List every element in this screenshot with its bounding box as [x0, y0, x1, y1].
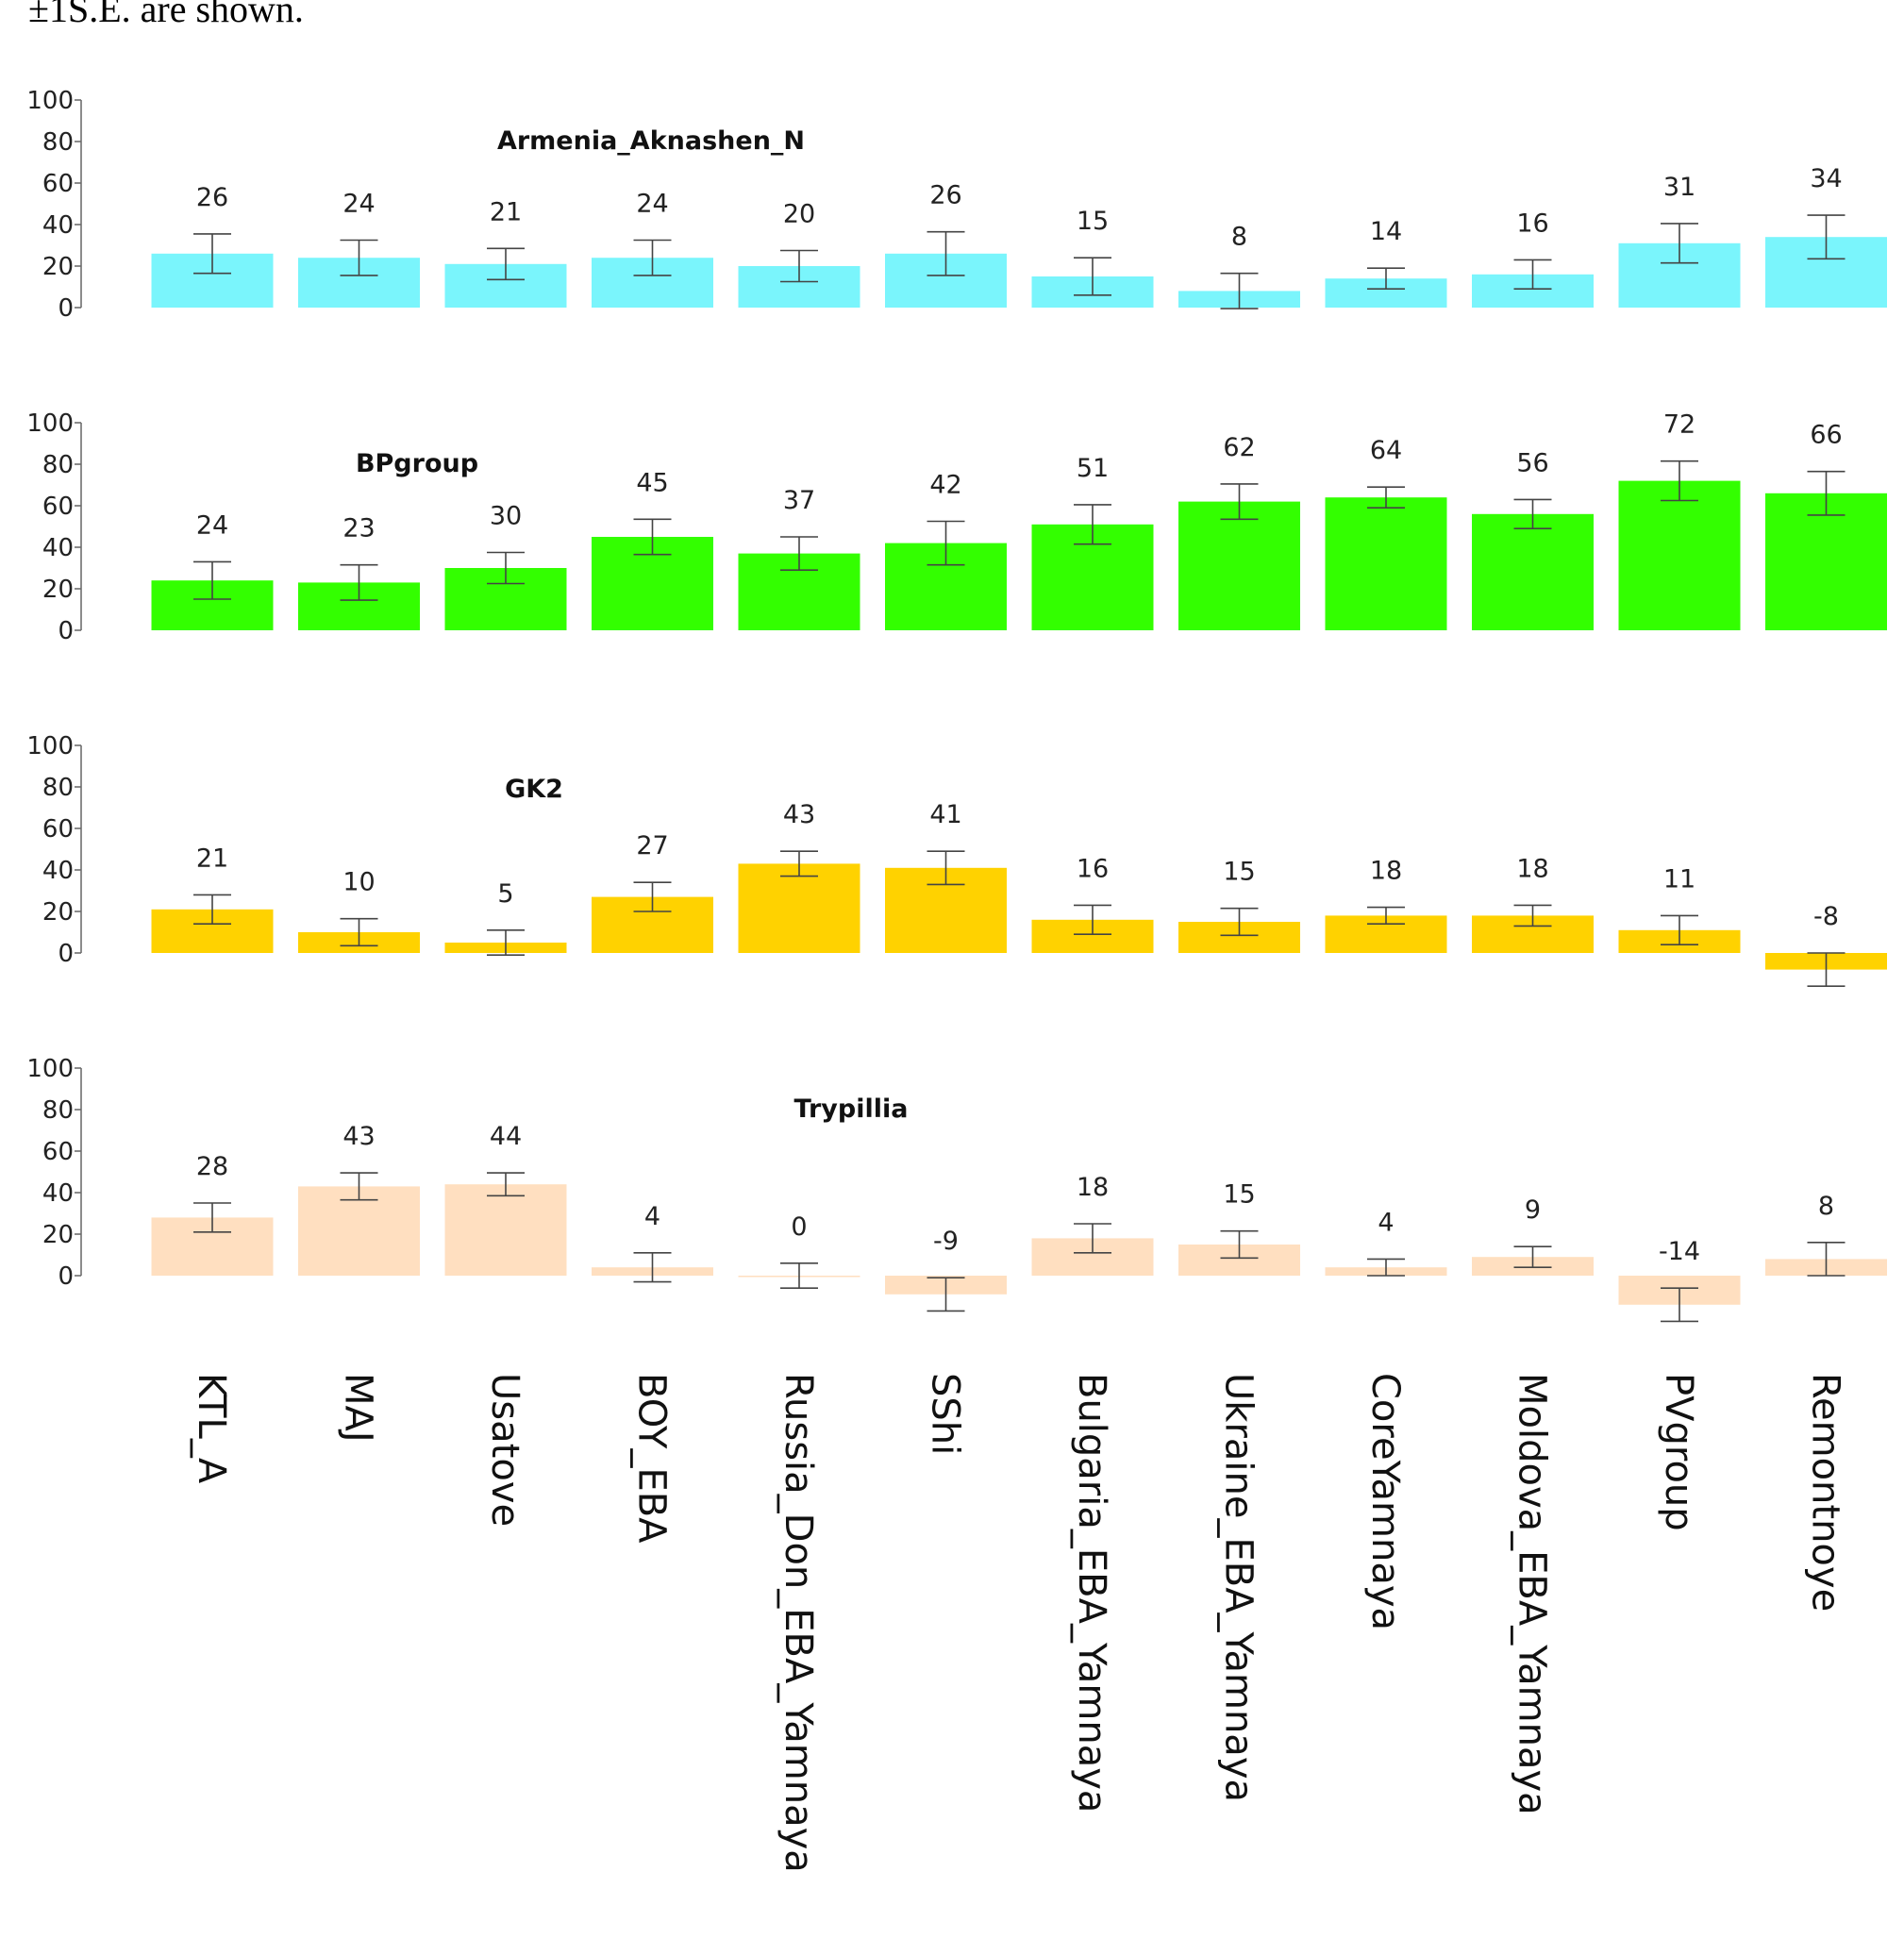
panel-title: GK2	[505, 775, 563, 804]
y-tick-label: 20	[42, 1221, 74, 1249]
y-tick-label: 20	[42, 253, 74, 281]
panel-title: BPgroup	[356, 449, 478, 478]
panel-title: Armenia_Aknashen_N	[497, 126, 805, 156]
data-label: 15	[1223, 858, 1255, 887]
y-tick-label: 40	[42, 1179, 74, 1208]
data-label: 15	[1223, 1180, 1255, 1210]
data-label: 62	[1223, 433, 1255, 462]
data-label: 18	[1516, 854, 1548, 883]
category-label: Usatove	[483, 1373, 526, 1527]
category-label: BOY_EBA	[630, 1373, 674, 1544]
category-label: Russia_Don_EBA_Yamnaya	[777, 1373, 820, 1873]
bar	[1618, 480, 1741, 630]
y-tick-label: 0	[58, 294, 74, 323]
data-label: 24	[636, 190, 668, 219]
data-label: 66	[1810, 421, 1842, 450]
bar	[1765, 493, 1887, 630]
data-label: 5	[497, 879, 513, 909]
data-label: 4	[644, 1202, 660, 1231]
y-tick-label: 60	[42, 1138, 74, 1166]
data-label: 14	[1370, 217, 1402, 246]
data-label: 20	[783, 200, 815, 229]
bar	[1325, 497, 1447, 630]
y-tick-label: 80	[42, 128, 74, 157]
data-label: 42	[929, 471, 961, 500]
data-label: 28	[196, 1152, 228, 1181]
y-tick-label: 100	[26, 1055, 74, 1083]
data-label: 0	[791, 1212, 807, 1242]
data-label: 43	[342, 1122, 375, 1151]
data-label: 41	[929, 800, 961, 829]
data-label: 8	[1818, 1192, 1834, 1221]
y-tick-label: 60	[42, 170, 74, 198]
y-tick-label: 20	[42, 576, 74, 604]
data-label: 21	[196, 844, 228, 873]
data-label: 45	[636, 468, 668, 497]
data-label: 16	[1516, 209, 1548, 238]
data-label: 64	[1370, 436, 1402, 465]
data-label: 26	[196, 183, 228, 212]
y-tick-label: 0	[58, 617, 74, 645]
data-label: 8	[1231, 223, 1247, 252]
data-label: 30	[490, 502, 522, 531]
data-label: 31	[1663, 173, 1695, 202]
category-label: Bulgaria_EBA_Yamnaya	[1070, 1373, 1113, 1813]
data-label: 56	[1516, 448, 1548, 477]
data-label: 15	[1077, 207, 1109, 236]
category-label: Remontnoye	[1804, 1373, 1847, 1612]
panel-title: Trypillia	[794, 1094, 909, 1124]
data-label: 9	[1525, 1195, 1541, 1225]
data-label: 43	[783, 800, 815, 829]
y-tick-label: 80	[42, 774, 74, 802]
data-label: 24	[196, 510, 228, 540]
bar	[444, 1184, 567, 1276]
data-label: 37	[783, 486, 815, 515]
y-tick-label: 20	[42, 898, 74, 927]
y-tick-label: 40	[42, 534, 74, 562]
y-tick-label: 0	[58, 940, 74, 968]
data-label: 27	[636, 831, 668, 861]
data-label: 24	[342, 190, 375, 219]
data-label: 18	[1077, 1173, 1109, 1202]
y-tick-label: 60	[42, 493, 74, 521]
y-tick-label: 80	[42, 451, 74, 479]
bar	[1178, 501, 1300, 630]
data-label: 72	[1663, 410, 1695, 440]
data-label: 21	[490, 197, 522, 226]
data-label: 23	[342, 514, 375, 543]
category-label: CoreYamnaya	[1363, 1373, 1407, 1630]
data-label: 16	[1077, 854, 1109, 883]
data-label: 44	[490, 1122, 522, 1151]
bar	[738, 863, 860, 953]
bar	[1472, 513, 1594, 630]
y-tick-label: 80	[42, 1096, 74, 1125]
category-label: PVgroup	[1657, 1373, 1700, 1531]
y-tick-label: 100	[26, 409, 74, 438]
data-label: 51	[1077, 454, 1109, 483]
bar	[298, 1186, 420, 1276]
figure-caption: ±1S.E. are shown.	[28, 0, 304, 30]
data-label: 10	[342, 868, 375, 897]
y-tick-label: 40	[42, 857, 74, 885]
y-tick-label: 40	[42, 211, 74, 240]
category-label: KTL_A	[190, 1373, 233, 1484]
data-label: 11	[1663, 864, 1695, 894]
data-label: 34	[1810, 164, 1842, 193]
data-label: -8	[1813, 902, 1839, 931]
data-label: 26	[929, 181, 961, 210]
data-label: -14	[1659, 1237, 1700, 1266]
category-label: SShi	[924, 1373, 967, 1455]
category-label: MAJ	[337, 1373, 380, 1443]
data-label: -9	[933, 1227, 959, 1256]
category-label: Moldova_EBA_Yamnaya	[1511, 1373, 1554, 1815]
category-label: Ukraine_EBA_Yamnaya	[1217, 1373, 1261, 1802]
y-tick-label: 100	[26, 87, 74, 115]
y-tick-label: 100	[26, 732, 74, 760]
data-label: 4	[1378, 1208, 1394, 1237]
y-tick-label: 60	[42, 815, 74, 844]
data-label: 18	[1370, 857, 1402, 886]
y-tick-label: 0	[58, 1262, 74, 1291]
